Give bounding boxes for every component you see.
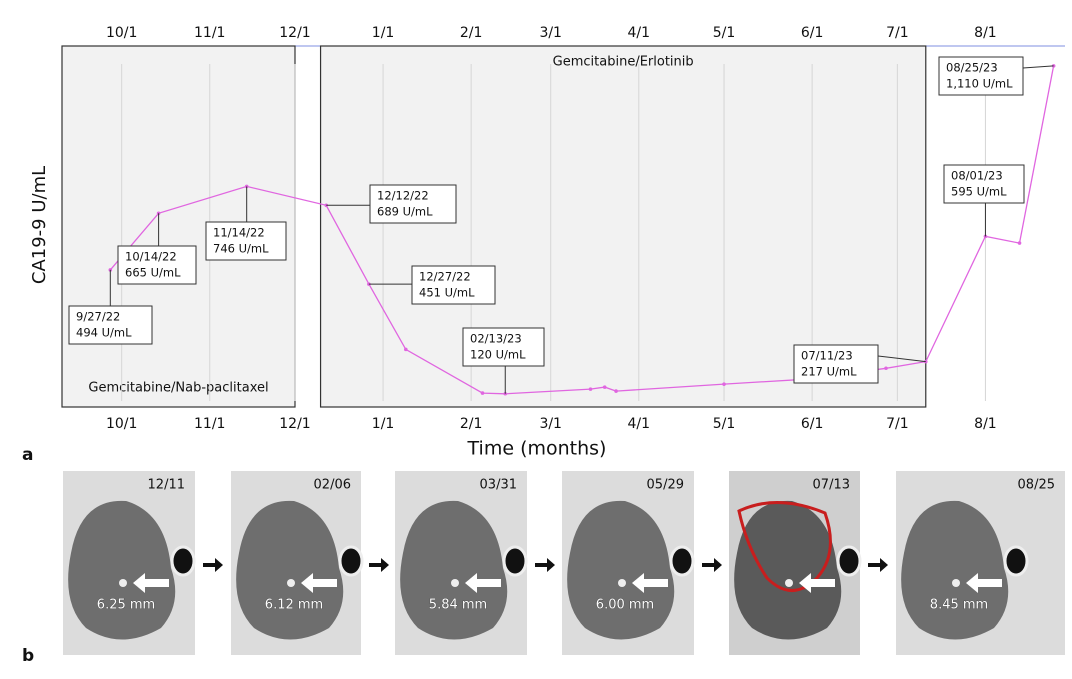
scan-date: 12/11 [148,478,185,493]
x-tick-label: 12/1 [279,416,310,432]
value-label: 665 U/mL [125,266,181,280]
x-tick-label: 6/1 [801,25,824,41]
nodule-size: 6.00 mm [596,598,654,613]
y-axis-title: CA19-9 U/mL [29,166,50,284]
data-point [589,387,593,391]
x-tick-label: 8/1 [974,416,997,432]
x-tick-label: 12/1 [279,25,310,41]
airway [504,547,526,575]
data-point [481,391,485,395]
value-label: 120 U/mL [470,348,526,362]
panel-label: b [22,646,34,666]
callout-date: 08/25/23 [946,61,998,75]
nodule-size: 6.25 mm [97,598,155,613]
value-label: 494 U/mL [76,326,132,340]
value-label: 746 U/mL [213,242,269,256]
ct-scan: 03/31 5.84 mm [395,471,527,655]
x-tick-label: 1/1 [372,416,395,432]
x-tick-label: 4/1 [628,25,651,41]
nodule [952,579,960,587]
airway [838,547,860,575]
nodule [785,579,793,587]
airway [172,547,194,575]
callout-date: 07/11/23 [801,349,853,363]
value-label: 217 U/mL [801,365,857,379]
x-tick-label: 1/1 [372,25,395,41]
airway [671,547,693,575]
value-label: 1,110 U/mL [946,77,1013,91]
regimen-label: Gemcitabine/Erlotinib [553,55,694,70]
page: CA19-9 U/mL Time (months) a b Gemcitabin… [0,0,1072,679]
x-tick-label: 4/1 [628,416,651,432]
nodule-size: 6.12 mm [265,598,323,613]
callout-date: 9/27/22 [76,310,120,324]
scan-date: 07/13 [813,478,850,493]
callout-date: 10/14/22 [125,250,177,264]
value-label: 595 U/mL [951,185,1007,199]
scan-date: 02/06 [314,478,351,493]
nodule-size: 8.45 mm [930,598,988,613]
ct-scan: 12/11 6.25 mm [63,471,195,655]
airway [1005,547,1027,575]
data-point [884,366,888,370]
figure: CA19-9 U/mL Time (months) a b Gemcitabin… [0,0,1072,679]
x-tick-label: 5/1 [713,25,736,41]
data-point [404,348,408,352]
x-tick-label: 3/1 [539,25,562,41]
nodule [287,579,295,587]
scan-date: 08/25 [1018,478,1055,493]
x-tick-label: 11/1 [194,416,225,432]
scan-date: 05/29 [647,478,684,493]
panel-label: a [22,445,33,465]
x-tick-label: 7/1 [886,416,909,432]
data-point [603,385,607,389]
x-tick-label: 3/1 [539,416,562,432]
x-tick-label: 8/1 [974,25,997,41]
x-axis-title: Time (months) [467,438,607,460]
x-tick-label: 7/1 [886,25,909,41]
data-point [1018,241,1022,245]
x-tick-label: 5/1 [713,416,736,432]
airway [340,547,362,575]
callout-date: 08/01/23 [951,169,1003,183]
ct-scan: 02/06 6.12 mm [231,471,362,655]
callout-date: 11/14/22 [213,226,265,240]
data-point [722,382,726,386]
nodule [451,579,459,587]
value-label: 451 U/mL [419,286,475,300]
nodule-size: 5.84 mm [429,598,487,613]
x-tick-label: 10/1 [106,416,137,432]
callout-date: 12/27/22 [419,270,471,284]
callout-date: 12/12/22 [377,189,429,203]
callout-date: 02/13/23 [470,332,522,346]
x-tick-label: 11/1 [194,25,225,41]
nodule [119,579,127,587]
x-tick-label: 10/1 [106,25,137,41]
x-tick-label: 2/1 [460,416,483,432]
x-tick-label: 6/1 [801,416,824,432]
x-tick-label: 2/1 [460,25,483,41]
ct-scan: 08/25 8.45 mm [896,471,1065,655]
value-label: 689 U/mL [377,205,433,219]
regimen-label: Gemcitabine/Nab-paclitaxel [88,381,268,396]
scan-date: 03/31 [480,478,517,493]
ct-scan: 07/13 [729,471,860,655]
ct-scan: 05/29 6.00 mm [562,471,694,655]
data-point [614,389,618,393]
nodule [618,579,626,587]
